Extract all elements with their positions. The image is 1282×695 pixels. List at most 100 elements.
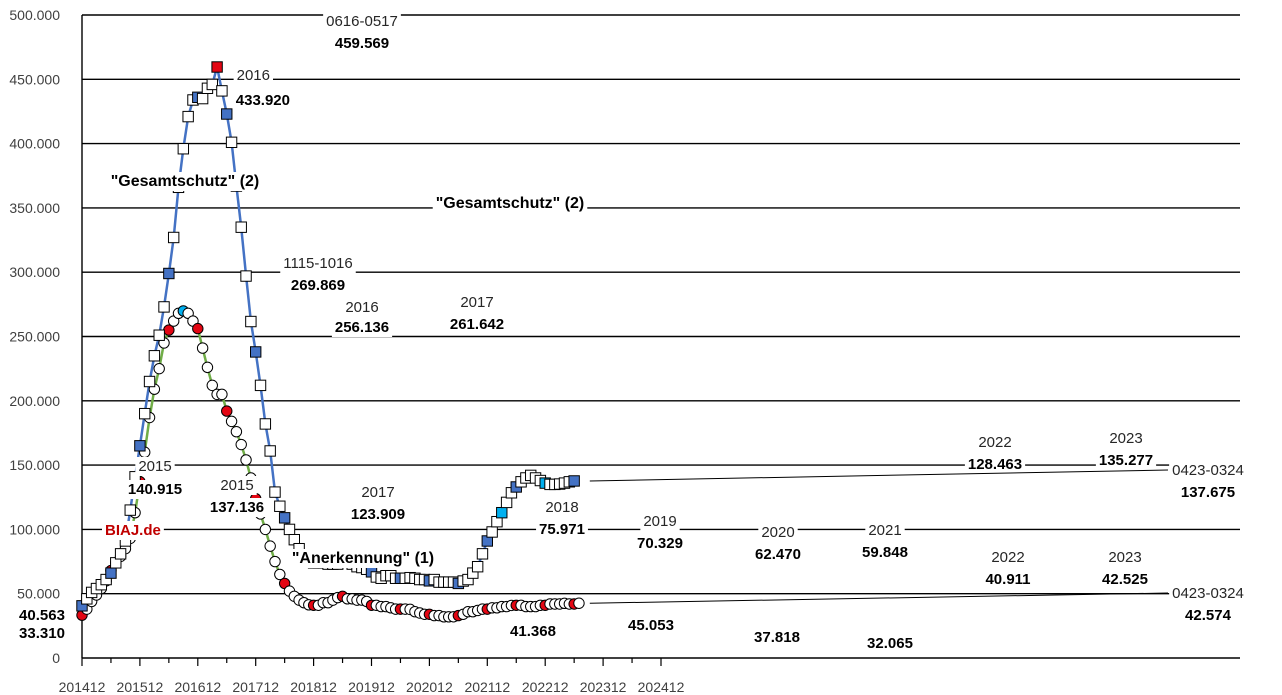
annotation-bg (135, 457, 175, 476)
gesamtschutz-point (500, 496, 513, 509)
y-tick-label: 500.000 (9, 7, 60, 23)
annotation-label: 261.642 (450, 316, 504, 333)
annotation-bg (446, 315, 508, 334)
anerkennung-point (216, 388, 228, 401)
gesamtschutz-point (476, 548, 489, 560)
y-tick-label: 450.000 (9, 71, 60, 87)
annotation-bg (280, 254, 356, 273)
gesamtschutz-point (177, 143, 190, 155)
annotation-label: 0616-0517 (326, 13, 398, 30)
annotation-bg (217, 476, 257, 495)
annotation-label: 2022 (978, 434, 1011, 451)
annotation-label: 128.463 (968, 456, 1022, 473)
gridlines (82, 14, 1240, 595)
gesamtschutz-point (153, 329, 165, 341)
anerkennung-point (201, 361, 214, 374)
anerkennung-point (240, 454, 252, 466)
annotation-bg (758, 523, 798, 542)
annotation-bg (542, 498, 582, 517)
annotation-label: 0423-0324 (1172, 585, 1244, 602)
annotation-bg (233, 66, 273, 85)
annotation-bg (975, 433, 1015, 452)
annotation-bg (323, 12, 401, 31)
annotation-label: 2019 (643, 513, 676, 530)
annotation-label: 32.065 (867, 635, 913, 652)
anerkennung-point (264, 540, 276, 552)
annotation-bg (342, 298, 382, 317)
annotation-bg (206, 498, 268, 517)
annotation-label: 75.971 (539, 521, 585, 538)
anerkennung-point (259, 523, 272, 536)
y-tick-label: 300.000 (9, 264, 60, 280)
y-tick-label: 0 (52, 650, 60, 666)
annotation-label: 70.329 (637, 535, 683, 552)
annotation-bg (457, 293, 497, 312)
annotation-label: 135.277 (1099, 452, 1153, 469)
annotation-bg (16, 606, 68, 625)
y-tick-label: 50.000 (17, 586, 60, 602)
annotation-label: 2017 (361, 484, 394, 501)
x-tick-label: 202012 (406, 679, 453, 695)
annotation-label: 137.136 (210, 499, 264, 516)
gesamtschutz-point (221, 108, 233, 120)
annotation-label: 2023 (1108, 549, 1141, 566)
y-tick-label: 150.000 (9, 457, 60, 473)
x-tick-label: 202212 (522, 679, 569, 695)
gesamtschutz-point (486, 526, 498, 538)
anerkennung-point (206, 379, 218, 392)
anerkennung-point (192, 322, 204, 335)
annotation-bg (640, 512, 680, 531)
y-tick-label: 200.000 (9, 393, 60, 409)
anerkennung-point (274, 568, 286, 581)
annotation-bg (1095, 451, 1157, 470)
y-tick-label: 250.000 (9, 329, 60, 345)
gesamtschutz-point (240, 270, 252, 282)
gesamtschutz-point (254, 379, 267, 392)
annotation-bg (1177, 483, 1239, 502)
x-tick-label: 201412 (59, 679, 106, 695)
x-tick-label: 201812 (290, 679, 337, 695)
leader-line (589, 469, 1169, 482)
gesamtschutz-point (211, 61, 223, 73)
annotation-label: 140.915 (128, 481, 182, 498)
annotation-label: 41.368 (510, 623, 556, 640)
brand-bg (102, 521, 164, 540)
anerkennung-point (235, 438, 247, 451)
gesamtschutz-point (148, 350, 161, 362)
annotation-bg (1106, 429, 1146, 448)
gesamtschutz-point (269, 486, 281, 498)
annotation-bg (859, 543, 911, 562)
annotation-label: 269.869 (291, 277, 345, 294)
annotation-bg (1182, 606, 1235, 625)
leader-line (589, 592, 1169, 604)
gesamtschutz-point (134, 440, 146, 452)
anerkennung-point (230, 425, 243, 438)
gesamtschutz-point (250, 346, 262, 358)
annotation-label: 37.818 (754, 629, 800, 646)
axes: 0 50.000 100.000 150.000 200.000 250.000 300.0… (9, 7, 1240, 695)
annotation-label: 2016 (345, 299, 378, 316)
anerkennung-point (153, 362, 165, 375)
annotation-bg (287, 276, 349, 295)
annotation-label: 137.675 (1181, 484, 1235, 501)
annotation-label: 42.574 (1185, 607, 1232, 624)
annotation-label: 2022 (991, 549, 1024, 566)
annotation-label: 2016 (237, 67, 270, 84)
x-tick-label: 201612 (174, 679, 221, 695)
gesamtschutz-point (496, 506, 508, 519)
gesamtschutz-point (264, 445, 276, 457)
x-tick-label: 201912 (348, 679, 395, 695)
gesamtschutz-point (182, 110, 194, 123)
annotation-bg (982, 570, 1034, 589)
annotation-bg (331, 318, 393, 337)
annotation-bg (751, 628, 803, 647)
annotation-bg (536, 520, 588, 539)
annotation-label: 459.569 (335, 35, 389, 52)
gesamtschutz-point (196, 92, 209, 105)
anerkennung-point (221, 405, 233, 417)
annotation-label: 0423-0324 (1172, 462, 1244, 479)
x-tick-label: 202112 (464, 679, 510, 695)
anerkennung-point (573, 597, 585, 609)
